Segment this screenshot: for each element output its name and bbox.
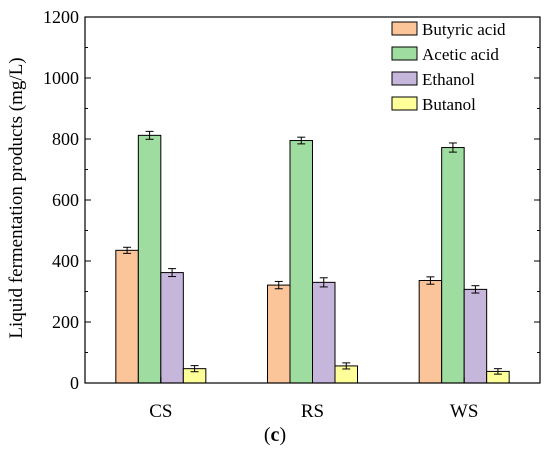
x-tick-label: RS bbox=[301, 401, 324, 422]
legend-swatch bbox=[391, 46, 418, 61]
bar-acetic-acid bbox=[289, 140, 313, 384]
legend-label: Acetic acid bbox=[422, 45, 499, 64]
legend-swatch bbox=[391, 21, 418, 36]
bar-acetic-acid bbox=[441, 147, 465, 384]
legend: Butyric acid Acetic acid Ethanol Butanol bbox=[391, 20, 506, 114]
bar-ethanol bbox=[160, 272, 184, 384]
y-tick-label: 600 bbox=[52, 190, 79, 210]
y-tick-label: 200 bbox=[52, 312, 79, 332]
bar-ethanol bbox=[312, 281, 336, 384]
bar-acetic-acid bbox=[137, 134, 162, 384]
caption-open: ( bbox=[263, 424, 271, 446]
bar-butyric-acid bbox=[418, 280, 443, 384]
y-tick-label: 400 bbox=[52, 251, 79, 271]
bar-ethanol bbox=[463, 288, 488, 384]
x-tick-label: CS bbox=[149, 401, 172, 422]
bar-butyric-acid bbox=[267, 284, 291, 384]
plot-frame bbox=[84, 16, 541, 384]
plot-area: 0 200 400 600 800 1000 1200 CS RS WS bbox=[43, 7, 541, 422]
bar-butyric-acid bbox=[115, 249, 139, 384]
figure-caption: (c) bbox=[0, 424, 550, 447]
y-axis-label: Liquid fermentation products (mg/L) bbox=[6, 57, 27, 338]
legend-label: Butyric acid bbox=[422, 20, 506, 39]
y-tick-label: 1000 bbox=[43, 68, 79, 88]
legend-label: Ethanol bbox=[422, 70, 475, 89]
legend-swatch bbox=[391, 96, 418, 111]
y-tick-label: 0 bbox=[70, 373, 79, 393]
caption-letter: c bbox=[270, 424, 280, 446]
y-tick-label: 800 bbox=[52, 129, 79, 149]
y-tick-label: 1200 bbox=[43, 7, 79, 27]
legend-label: Butanol bbox=[422, 95, 476, 114]
x-tick-label: WS bbox=[450, 401, 479, 422]
caption-close: ) bbox=[279, 424, 287, 446]
legend-swatch bbox=[391, 71, 418, 86]
